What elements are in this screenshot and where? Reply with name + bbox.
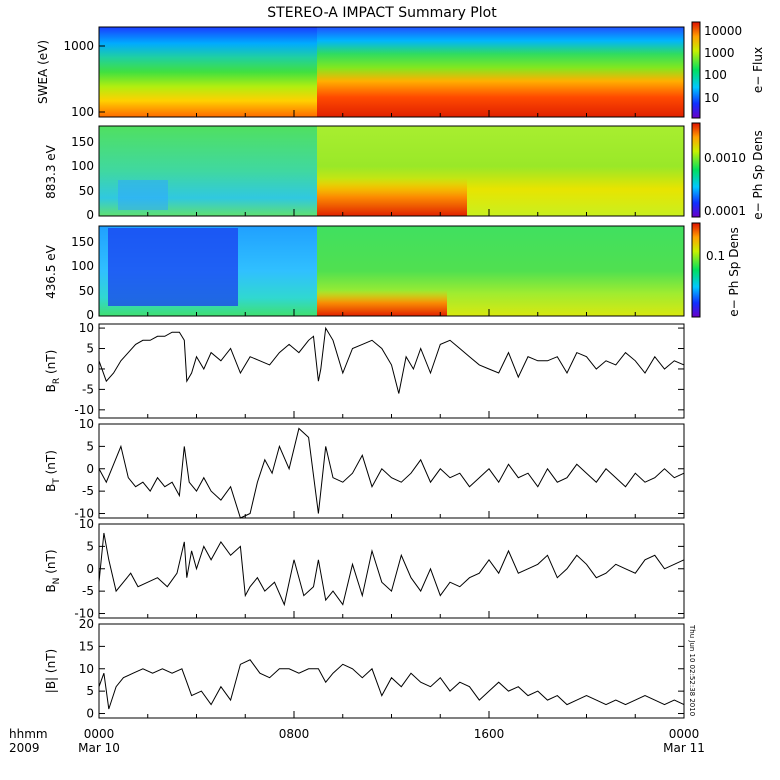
bn-ytick-label: 5	[86, 539, 94, 553]
x-row-label: hhmm	[9, 727, 48, 741]
swea-cbar-tick-10000: 10000	[704, 24, 742, 38]
swea-ytick-100: 100	[71, 105, 94, 119]
pad883-cbar-tick-0001: 0.0001	[704, 204, 746, 218]
pad436-cbar-tick-01: 0.1	[706, 249, 725, 263]
bt-ytick-label: -10	[74, 507, 94, 521]
bmag-ytick-label: 10	[79, 662, 94, 676]
pad436-ytick-150: 150	[71, 235, 94, 249]
bt-ytick-label: 0	[86, 462, 94, 476]
pad883-ytick-50: 50	[79, 184, 94, 198]
pad436-hot-region	[317, 290, 447, 316]
bt-ylabel: BT (nT)	[44, 450, 62, 492]
bn-ytick-label: 0	[86, 562, 94, 576]
swea-spectrogram-left	[99, 27, 317, 117]
br-ytick-label: -10	[74, 403, 94, 417]
br-ylabel: BR (nT)	[44, 350, 62, 393]
br-trace	[98, 326, 685, 394]
pad883-hot-region	[317, 178, 467, 216]
bn-trace	[98, 532, 685, 607]
br-axes	[98, 323, 685, 419]
x-year-label: 2009	[9, 741, 40, 755]
swea-cbar-tick-100: 100	[704, 68, 727, 82]
plot-title: STEREO-A IMPACT Summary Plot	[267, 5, 497, 21]
pad883-ytick-100: 100	[71, 159, 94, 173]
pad883-cbar-tick-0010: 0.0010	[704, 151, 746, 165]
pad883-blue-patch	[118, 180, 168, 210]
swea-cbar-tick-10: 10	[704, 91, 719, 105]
swea-ytick-1000: 1000	[63, 39, 94, 53]
pad436-cbar-label: e− Ph Sp Dens	[727, 227, 741, 316]
br-ytick-label: -5	[82, 382, 94, 396]
bmag-ytick-label: 5	[86, 684, 94, 698]
pad436-panel: 150 100 50 0 436.5 eV 0.1 e− Ph Sp Dens	[44, 222, 741, 322]
x-tick-label-2: 1600	[474, 727, 505, 741]
swea-cbar-tick-1000: 1000	[704, 46, 735, 60]
bt-trace	[98, 427, 685, 519]
bn-panel: 10 5 0 -5 -10 BN (nT)	[44, 517, 685, 621]
bmag-panel: 20 15 10 5 0 |B| (nT) Thu Jun 10 02:52:38 20…	[44, 617, 696, 721]
br-ytick-label: 5	[86, 342, 94, 356]
bmag-ytick-label: 20	[79, 617, 94, 631]
x-date-label-0: Mar 10	[78, 741, 120, 755]
bt-ytick-label: -5	[82, 484, 94, 498]
bn-ytick-label: -5	[82, 584, 94, 598]
x-tick-label-3: 0000	[669, 727, 700, 741]
bt-panel: 10 5 0 -5 -10 BT (nT)	[44, 417, 685, 521]
pad436-colorbar	[691, 222, 701, 318]
bn-ylabel: BN (nT)	[44, 549, 62, 592]
pad883-ylabel: 883.3 eV	[44, 144, 58, 199]
pad883-panel: 150 100 50 0 883.3 eV 0.0010 0.0001 e− P…	[44, 122, 765, 222]
bt-ytick-label: 5	[86, 439, 94, 453]
x-date-label-3: Mar 11	[663, 741, 705, 755]
x-tick-label-0: 0000	[84, 727, 115, 741]
bn-ytick-label: 10	[79, 517, 94, 531]
pad883-colorbar	[691, 122, 701, 218]
swea-panel: 1000 100 SWEA (eV) 10000 1000 100 10 e− …	[36, 21, 765, 119]
pad436-ytick-100: 100	[71, 259, 94, 273]
pad883-ytick-0: 0	[86, 208, 94, 222]
x-tick-label-1: 0800	[279, 727, 310, 741]
pad436-ytick-50: 50	[79, 284, 94, 298]
bmag-axes	[98, 623, 685, 719]
timestamp-label: Thu Jun 10 02:52:38 2010	[688, 624, 696, 716]
pad883-ytick-150: 150	[71, 135, 94, 149]
bmag-trace	[98, 659, 685, 710]
bt-ytick-label: 10	[79, 417, 94, 431]
bt-axes	[98, 423, 685, 519]
pad436-ylabel: 436.5 eV	[44, 244, 58, 299]
pad883-cbar-label: e− Ph Sp Dens	[751, 130, 765, 219]
br-panel: 10 5 0 -5 -10 BR (nT)	[44, 321, 685, 419]
swea-colorbar	[691, 21, 701, 119]
swea-cbar-label: e− Flux	[751, 47, 765, 93]
pad436-dark-blue-patch	[108, 228, 238, 306]
br-ytick-label: 10	[79, 321, 94, 335]
bmag-ylabel: |B| (nT)	[44, 649, 58, 693]
swea-spectrogram-right	[317, 27, 684, 117]
bmag-ytick-label: 15	[79, 639, 94, 653]
bmag-ytick-label: 0	[86, 707, 94, 721]
bn-ytick-label: -10	[74, 607, 94, 621]
pad436-ytick-0: 0	[86, 308, 94, 322]
swea-ylabel: SWEA (eV)	[36, 40, 50, 104]
br-ytick-label: 0	[86, 362, 94, 376]
